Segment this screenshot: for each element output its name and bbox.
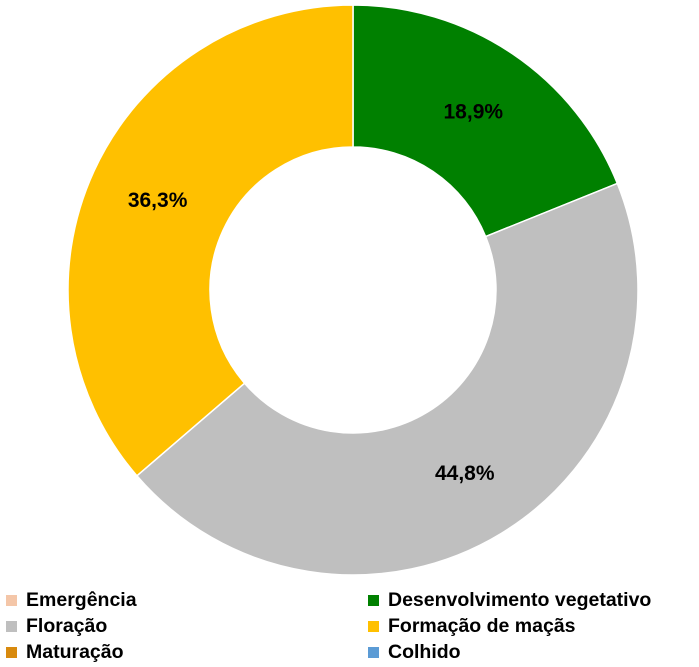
donut-slice [67, 4, 354, 477]
legend-label: Maturação [26, 640, 124, 663]
legend-label: Desenvolvimento vegetativo [388, 588, 652, 611]
legend-swatch [6, 646, 17, 658]
legend-swatch [6, 594, 17, 606]
donut-slice [135, 182, 639, 576]
legend-item-formacao-de-macas: Formação de maçãs [368, 614, 576, 638]
legend-label: Colhido [388, 640, 461, 663]
legend-swatch [6, 620, 17, 632]
donut-chart: 18,9% 44,8% 36,3% [67, 4, 639, 576]
donut-slices [67, 4, 639, 576]
slice-value-label: 18,9% [444, 100, 504, 123]
legend-item-emergencia: Emergência [6, 588, 137, 612]
legend-label: Emergência [26, 588, 137, 611]
legend: Emergência Desenvolvimento vegetativo Fl… [6, 588, 699, 664]
donut-slice [352, 4, 619, 238]
legend-swatch [368, 620, 379, 632]
legend-swatch [368, 594, 379, 606]
legend-item-colhido: Colhido [368, 640, 461, 664]
legend-label: Formação de maçãs [388, 614, 576, 637]
slice-labels: 18,9% 44,8% 36,3% [128, 100, 504, 485]
legend-item-floracao: Floração [6, 614, 107, 638]
legend-item-desenvolvimento-vegetativo: Desenvolvimento vegetativo [368, 588, 651, 612]
slice-value-label: 36,3% [128, 189, 188, 212]
legend-label: Floração [26, 614, 108, 637]
legend-swatch [368, 646, 379, 658]
legend-item-maturacao: Maturação [6, 640, 124, 664]
slice-value-label: 44,8% [435, 462, 495, 485]
